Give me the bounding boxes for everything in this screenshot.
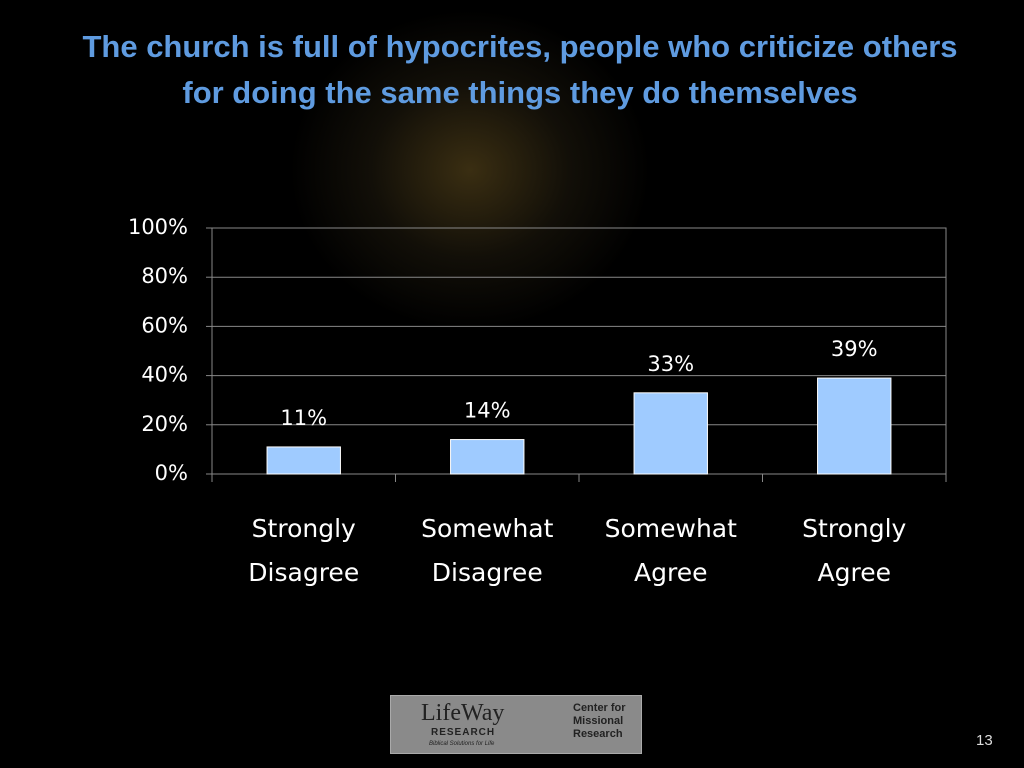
page-number: 13 <box>976 732 993 749</box>
y-tick-label: 100% <box>128 215 188 239</box>
chart-title: The church is full of hypocrites, people… <box>82 29 958 110</box>
bar <box>633 392 708 475</box>
logo-text: LifeWay <box>421 700 505 726</box>
bar <box>450 439 525 475</box>
y-tick-label: 60% <box>141 313 188 337</box>
value-label: 39% <box>831 337 878 361</box>
value-label: 14% <box>464 399 511 423</box>
y-tick-label: 0% <box>155 461 188 485</box>
bar <box>266 446 341 475</box>
value-label: 11% <box>280 406 327 430</box>
logo-box: LifeWay RESEARCH Biblical Solutions for … <box>390 695 642 754</box>
value-label: 33% <box>647 352 694 376</box>
y-tick-label: 40% <box>141 363 188 387</box>
x-tick-label: Strongly Disagree <box>248 514 360 587</box>
x-tick-label: Somewhat Disagree <box>421 514 554 587</box>
x-tick-label: Somewhat Agree <box>604 514 737 587</box>
y-tick-label: 80% <box>141 264 188 288</box>
bar <box>817 377 892 475</box>
logo-text: Center for Missional Research <box>573 702 626 740</box>
y-tick-label: 20% <box>141 412 188 436</box>
logo-text: Biblical Solutions for Life <box>429 741 495 747</box>
logo-text: RESEARCH <box>431 727 496 738</box>
x-tick-label: Strongly Agree <box>802 514 907 587</box>
